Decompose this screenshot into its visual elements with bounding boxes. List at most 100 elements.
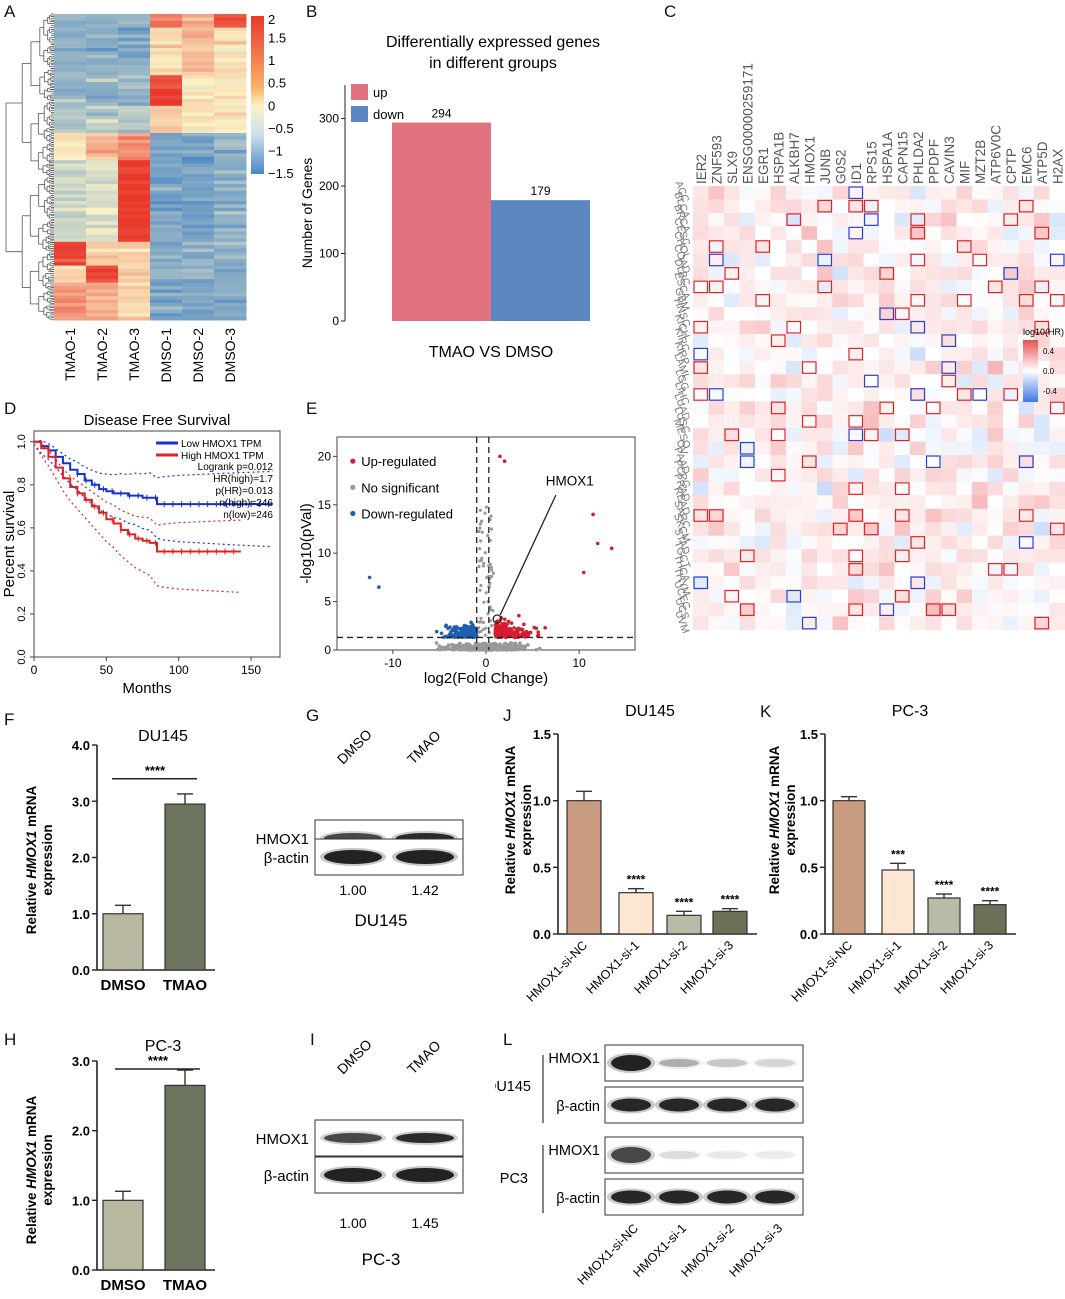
hr-cell <box>755 495 771 510</box>
hr-cell <box>801 199 818 214</box>
blot-bands <box>320 1166 458 1184</box>
heatmap-cell <box>86 211 119 216</box>
stat-text: HR(high)=1.7 <box>213 474 273 485</box>
hr-cell <box>879 428 895 442</box>
heatmap-cell <box>182 99 215 103</box>
y-tick-label: 2.0 <box>72 851 90 866</box>
hr-cell <box>956 212 973 227</box>
significant-up-box <box>894 482 910 495</box>
hr-cell <box>941 280 957 294</box>
heatmap-cell <box>150 201 183 205</box>
hr-cell <box>832 562 849 577</box>
hr-cell <box>770 266 787 281</box>
hr-cell <box>1049 616 1065 631</box>
heatmap-cell <box>150 184 183 188</box>
hr-cell <box>910 360 926 375</box>
hr-cell <box>1034 212 1050 227</box>
hr-cell <box>1049 333 1065 348</box>
heatmap-cell <box>118 116 151 120</box>
hr-cell <box>1034 589 1050 604</box>
heatmap-cell <box>86 177 119 182</box>
point-nonsignificant <box>518 641 522 645</box>
heatmap-cell <box>182 289 215 294</box>
point-outlier <box>377 585 381 589</box>
heatmap-cell <box>182 184 215 188</box>
blot-band <box>396 1133 454 1143</box>
hr-cell <box>801 522 818 536</box>
hr-cell <box>739 414 756 429</box>
bar-DMSO <box>102 1199 144 1271</box>
blot-band-halo <box>607 1188 655 1206</box>
point-nonsignificant <box>493 642 497 646</box>
heatmap-cell <box>150 48 183 52</box>
hr-cell <box>987 495 1004 510</box>
heatmap-cell <box>118 275 151 280</box>
blot-band-halo <box>320 1131 386 1145</box>
hr-cell <box>817 239 833 254</box>
significant-up-box <box>739 603 755 617</box>
heatmap-cell <box>54 258 87 263</box>
heatmap-cell <box>150 180 183 185</box>
hr-cell <box>879 266 895 281</box>
heatmap-cell <box>86 224 119 229</box>
hr-cell <box>910 562 926 577</box>
point-nonsignificant <box>450 642 454 647</box>
hr-cell <box>987 616 1004 631</box>
significant-up-box <box>1018 509 1034 522</box>
heatmap-cell <box>214 146 247 151</box>
heatmap-cell <box>86 54 119 59</box>
heatmap-cell <box>86 245 119 250</box>
hr-cell <box>708 562 725 577</box>
hr-heatmap-c: IER2 ZNF593 SLX9 ENSG00000259171 EGR1 HSPA1B A… <box>671 63 1065 635</box>
heatmap-cell <box>182 51 215 56</box>
hr-cell <box>739 616 756 631</box>
chart-title: DU145 <box>625 703 675 720</box>
hr-cell <box>941 428 957 442</box>
heatmap-cell <box>86 102 119 107</box>
hr-cell <box>832 535 849 550</box>
heatmap-cell <box>86 197 119 202</box>
heatmap-cell <box>214 109 247 114</box>
hr-cell <box>801 212 818 227</box>
significant-down-box <box>693 347 709 361</box>
point-down-regulated <box>439 631 444 636</box>
hr-cell <box>801 186 818 200</box>
hr-cell <box>770 226 787 241</box>
hr-cell <box>941 333 957 348</box>
heatmap-cell <box>214 187 247 192</box>
hr-cell <box>817 186 833 200</box>
legend-swatch-down <box>351 106 368 122</box>
hr-cell <box>972 199 988 214</box>
hr-cell <box>848 468 864 483</box>
hr-cell <box>956 360 973 375</box>
heatmap-cell <box>86 228 119 233</box>
heatmap-cell <box>182 136 215 141</box>
hr-cell <box>724 589 740 604</box>
heatmap-cell <box>54 48 87 52</box>
hr-cell <box>956 495 973 510</box>
hmox1-marker <box>492 614 502 624</box>
heatmap-cell <box>54 75 87 80</box>
hr-cell <box>724 455 740 469</box>
heatmap-cell <box>54 211 87 216</box>
hr-cell <box>1018 616 1035 631</box>
hr-cell <box>987 535 1004 550</box>
hr-cell <box>941 616 957 631</box>
hr-cell <box>910 428 926 442</box>
hr-cell <box>1003 508 1019 523</box>
heatmap-cell <box>150 92 183 97</box>
colorbar-tick-label: 1.5 <box>268 31 286 46</box>
hr-cell <box>956 239 973 254</box>
hr-cell <box>817 266 833 281</box>
hr-cell <box>786 199 802 214</box>
blot-band <box>659 1151 699 1159</box>
heatmap-cell <box>54 102 87 107</box>
heatmap-cell <box>118 160 151 165</box>
hr-cell <box>770 293 787 308</box>
hr-cell <box>708 428 725 442</box>
point-nonsignificant <box>479 629 483 633</box>
point-down-regulated <box>463 626 467 630</box>
significant-up-box <box>894 307 910 321</box>
hr-cell <box>894 253 911 267</box>
heatmap-cell <box>86 122 119 127</box>
